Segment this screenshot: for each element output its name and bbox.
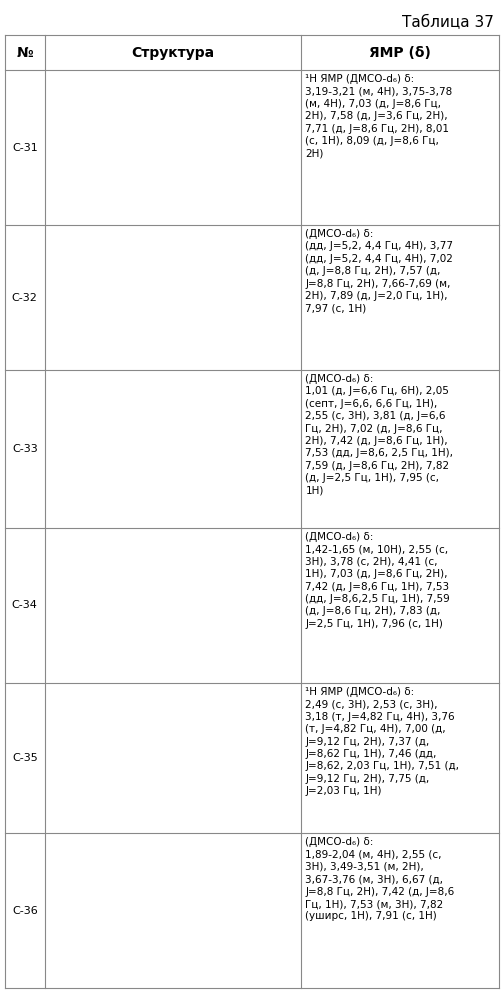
Text: №: № bbox=[17, 46, 33, 60]
Text: С-31: С-31 bbox=[12, 143, 38, 153]
Text: С-32: С-32 bbox=[12, 292, 38, 302]
Text: С-35: С-35 bbox=[12, 753, 38, 763]
Text: Структура: Структура bbox=[132, 46, 215, 60]
Text: С-33: С-33 bbox=[12, 444, 38, 454]
Text: (ДМСО-d₆) δ:
(дд, J=5,2, 4,4 Гц, 4Н), 3,77
(дд, J=5,2, 4,4 Гц, 4Н), 7,02
(д, J=8: (ДМСО-d₆) δ: (дд, J=5,2, 4,4 Гц, 4Н), 3,… bbox=[305, 229, 454, 313]
Text: ЯМР (δ): ЯМР (δ) bbox=[369, 46, 431, 60]
Text: (ДМСО-d₆) δ:
1,01 (д, J=6,6 Гц, 6Н), 2,05
(септ, J=6,6, 6,6 Гц, 1Н),
2,55 (с, 3Н: (ДМСО-d₆) δ: 1,01 (д, J=6,6 Гц, 6Н), 2,0… bbox=[305, 374, 454, 496]
Text: С-34: С-34 bbox=[12, 601, 38, 611]
Text: (ДМСО-d₆) δ:
1,89-2,04 (м, 4Н), 2,55 (с,
3Н), 3,49-3,51 (м, 2Н),
3,67-3,76 (м, 3: (ДМСО-d₆) δ: 1,89-2,04 (м, 4Н), 2,55 (с,… bbox=[305, 837, 455, 921]
Text: (ДМСО-d₆) δ:
1,42-1,65 (м, 10Н), 2,55 (с,
3Н), 3,78 (с, 2Н), 4,41 (с,
1Н), 7,03 : (ДМСО-d₆) δ: 1,42-1,65 (м, 10Н), 2,55 (с… bbox=[305, 532, 450, 629]
Text: Таблица 37: Таблица 37 bbox=[402, 15, 494, 30]
Text: ¹Н ЯМР (ДМСО-d₆) δ:
3,19-3,21 (м, 4Н), 3,75-3,78
(м, 4Н), 7,03 (д, J=8,6 Гц,
2Н): ¹Н ЯМР (ДМСО-d₆) δ: 3,19-3,21 (м, 4Н), 3… bbox=[305, 74, 453, 159]
Text: С-36: С-36 bbox=[12, 905, 38, 915]
Text: ¹Н ЯМР (ДМСО-d₆) δ:
2,49 (с, 3Н), 2,53 (с, 3Н),
3,18 (т, J=4,82 Гц, 4Н), 3,76
(т: ¹Н ЯМР (ДМСО-d₆) δ: 2,49 (с, 3Н), 2,53 (… bbox=[305, 687, 460, 796]
